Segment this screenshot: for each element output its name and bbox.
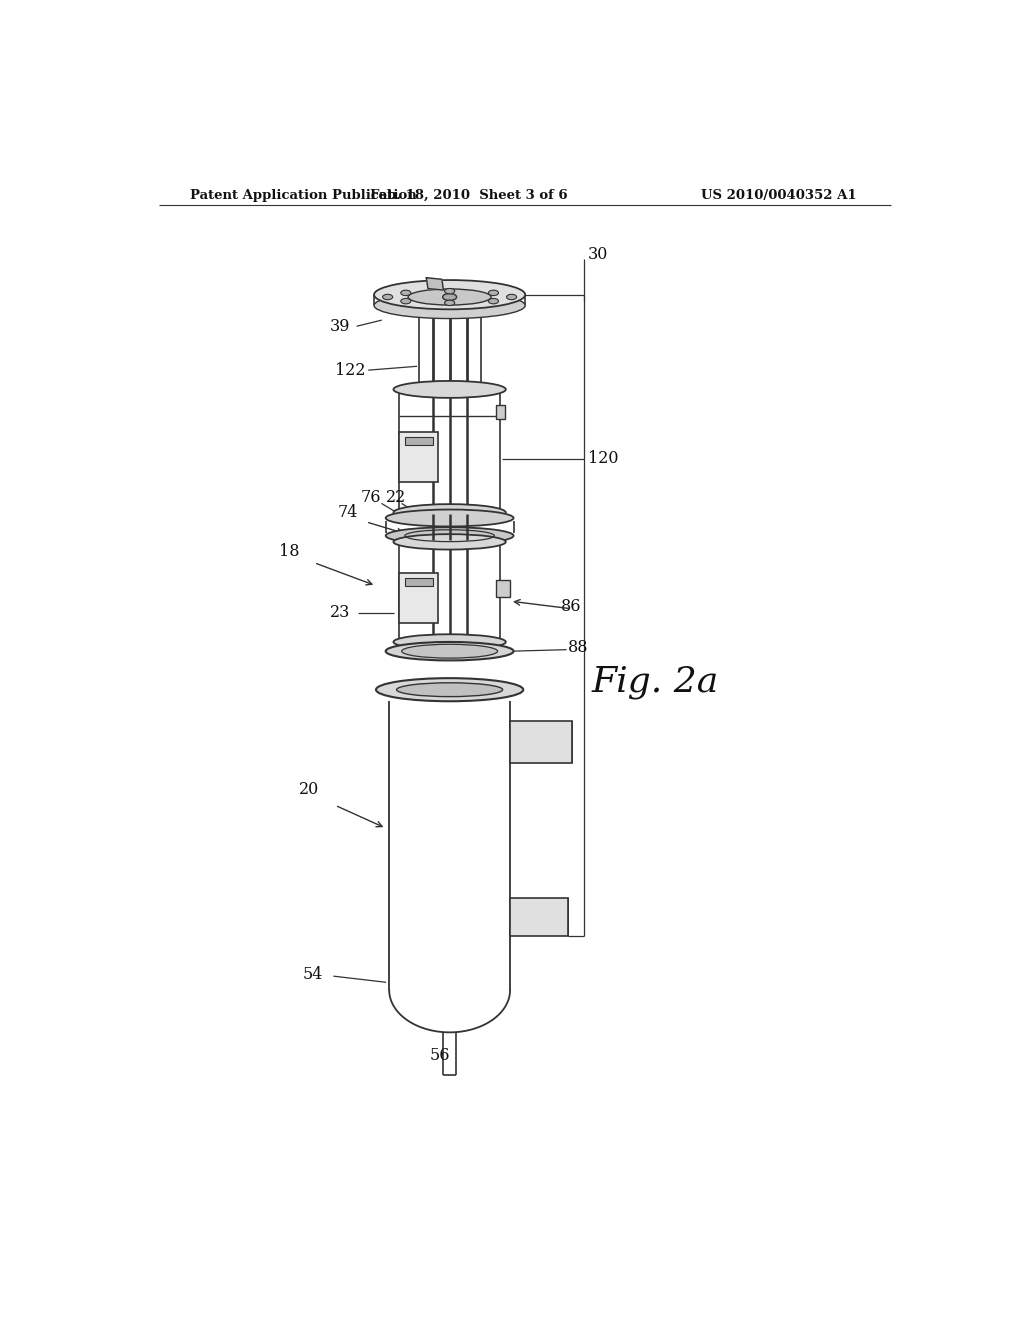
Ellipse shape	[393, 504, 506, 521]
Text: US 2010/0040352 A1: US 2010/0040352 A1	[700, 189, 856, 202]
Text: 122: 122	[335, 362, 366, 379]
Ellipse shape	[488, 298, 499, 304]
Text: 120: 120	[588, 450, 618, 467]
Ellipse shape	[393, 635, 506, 649]
Text: 54: 54	[302, 966, 323, 983]
Bar	[404, 578, 432, 586]
Text: 30: 30	[588, 246, 608, 263]
Ellipse shape	[442, 293, 457, 301]
Ellipse shape	[400, 290, 411, 296]
Ellipse shape	[386, 527, 514, 544]
Ellipse shape	[374, 293, 525, 318]
Ellipse shape	[507, 294, 517, 300]
Bar	[510, 721, 572, 763]
Text: 88: 88	[568, 639, 589, 656]
Text: Fig. 2a: Fig. 2a	[592, 665, 719, 700]
Text: 20: 20	[299, 781, 318, 799]
Bar	[496, 581, 510, 597]
Ellipse shape	[393, 381, 506, 397]
Polygon shape	[426, 277, 443, 290]
Bar	[404, 437, 432, 445]
Bar	[510, 898, 568, 936]
Ellipse shape	[376, 678, 523, 701]
Bar	[496, 405, 506, 418]
Text: 74: 74	[337, 504, 357, 521]
Text: Patent Application Publication: Patent Application Publication	[190, 189, 417, 202]
Ellipse shape	[444, 289, 455, 294]
Ellipse shape	[409, 289, 492, 305]
Ellipse shape	[383, 294, 392, 300]
Text: 22: 22	[386, 488, 407, 506]
Text: 76: 76	[360, 488, 381, 506]
Text: 18: 18	[280, 543, 300, 560]
Text: 86: 86	[560, 598, 581, 615]
Ellipse shape	[386, 510, 514, 527]
Bar	[399, 432, 438, 482]
Ellipse shape	[400, 298, 411, 304]
Ellipse shape	[386, 642, 514, 660]
Ellipse shape	[444, 300, 455, 305]
Bar	[399, 573, 438, 623]
Ellipse shape	[393, 535, 506, 549]
Text: Feb. 18, 2010  Sheet 3 of 6: Feb. 18, 2010 Sheet 3 of 6	[371, 189, 568, 202]
Ellipse shape	[396, 682, 503, 697]
Ellipse shape	[374, 280, 525, 309]
Ellipse shape	[488, 290, 499, 296]
Text: 23: 23	[330, 605, 350, 622]
Ellipse shape	[401, 644, 498, 659]
Text: 39: 39	[330, 318, 350, 335]
Text: 56: 56	[430, 1047, 451, 1064]
